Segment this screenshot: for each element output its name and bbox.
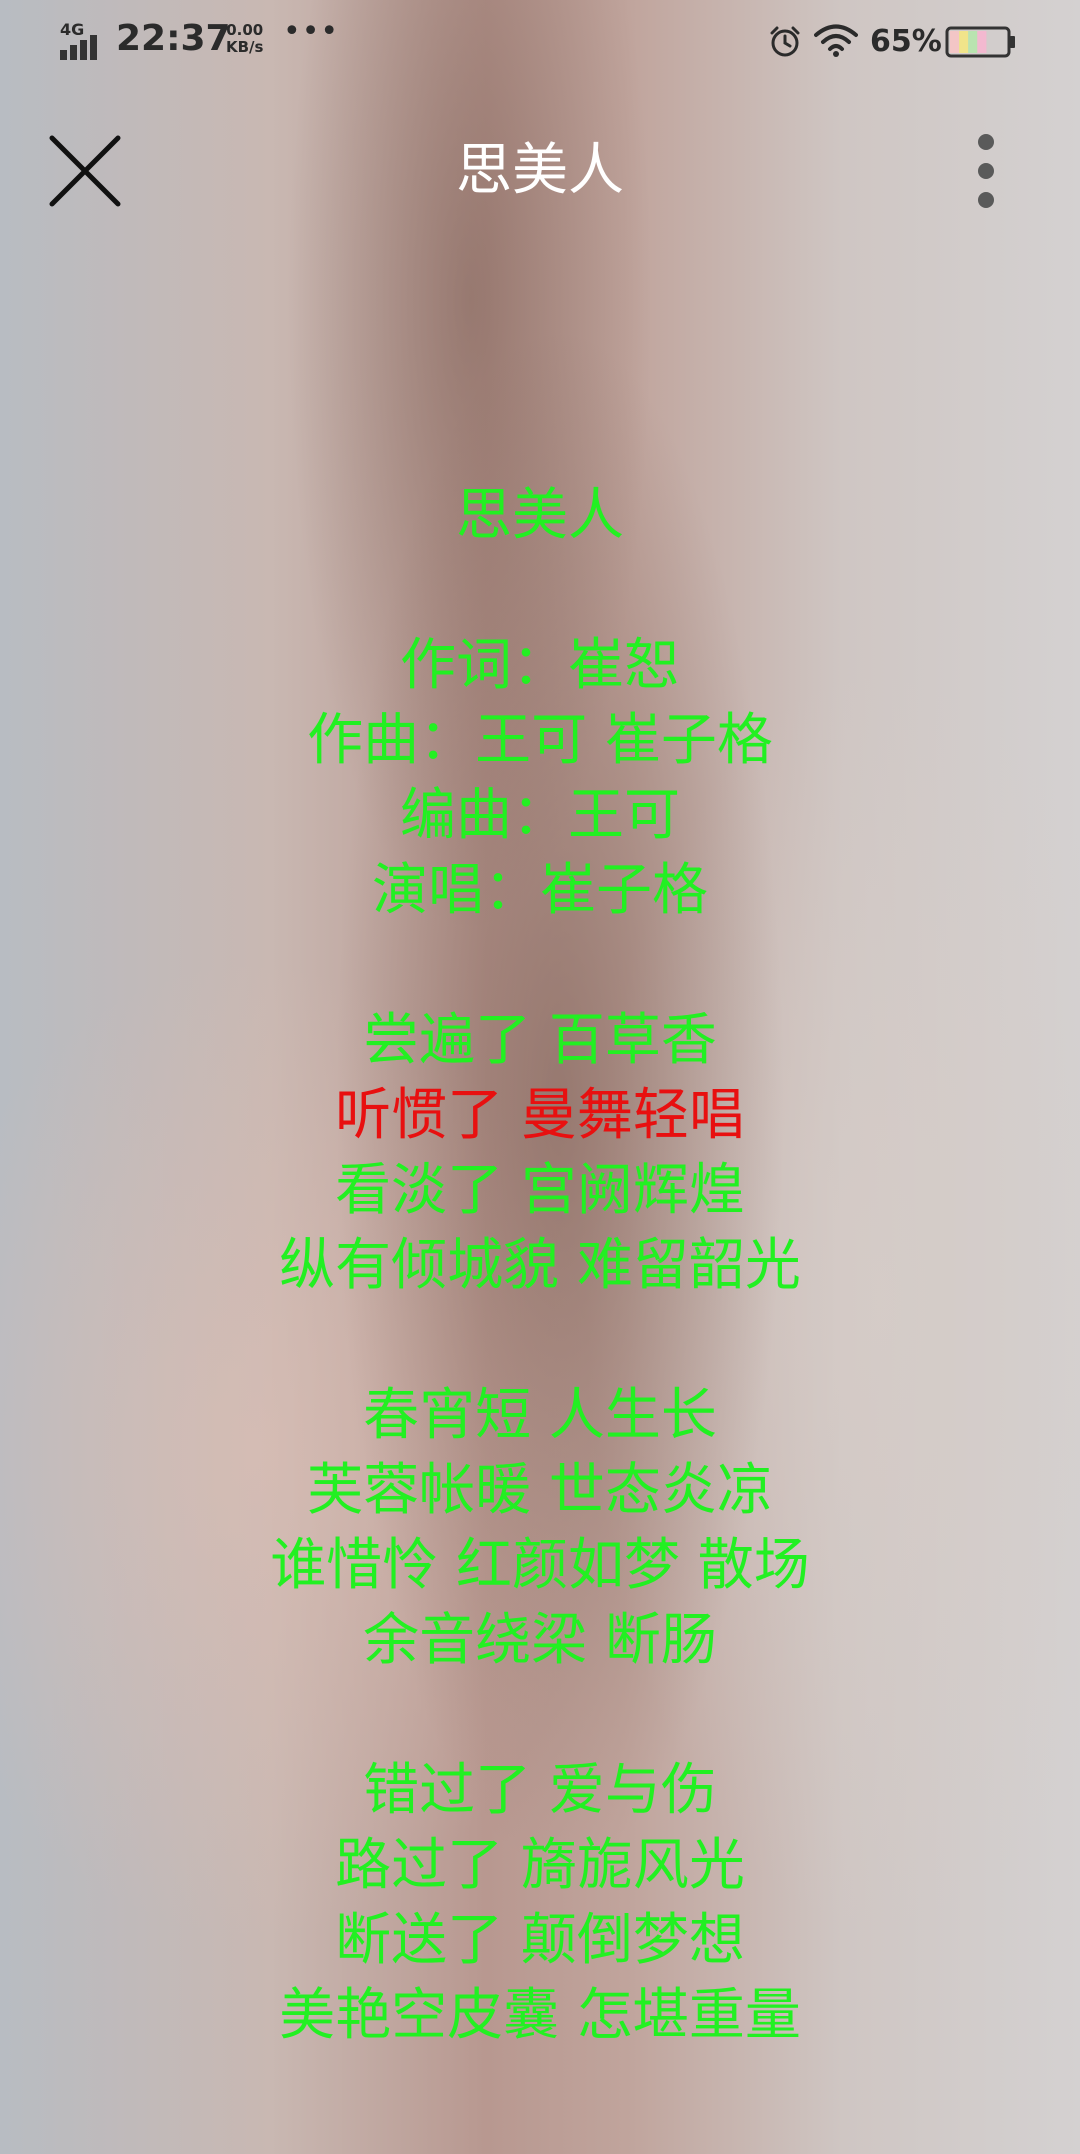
page-title: 思美人 xyxy=(456,138,624,203)
wifi-icon xyxy=(814,24,858,57)
network-speed: 0.00 KB/s xyxy=(226,22,263,56)
lyric-line: 作词：崔恕 xyxy=(400,633,680,698)
close-icon[interactable] xyxy=(40,126,130,216)
status-bar: 4G 22:37 0.00 KB/s ••• 65% xyxy=(0,0,1080,86)
lyric-line: 断送了 颠倒梦想 xyxy=(335,1908,745,1973)
lyric-line: 演唱：崔子格 xyxy=(372,858,708,923)
lyric-line: 纵有倾城貌 难留韶光 xyxy=(279,1233,801,1298)
alarm-icon xyxy=(770,26,800,57)
battery-icon xyxy=(945,26,1015,58)
more-vertical-icon[interactable] xyxy=(960,130,1012,212)
more-notifications-indicator: ••• xyxy=(283,14,340,49)
lyric-line: 余音绕梁 断肠 xyxy=(363,1608,717,1673)
lyric-line: 芙蓉帐暖 世态炎凉 xyxy=(307,1458,773,1523)
status-time: 22:37 xyxy=(116,18,231,59)
lyric-line: 错过了 爱与伤 xyxy=(363,1758,717,1823)
lyric-spacer xyxy=(0,1303,1080,1378)
lyric-spacer xyxy=(0,1678,1080,1753)
lyric-line: 美艳空皮囊 怎堪重量 xyxy=(279,1983,801,2048)
battery-percent: 65% xyxy=(870,24,942,59)
lyric-line: 看淡了 宫阙辉煌 xyxy=(335,1158,745,1223)
signal-icon: 4G xyxy=(60,20,108,60)
lyric-line: 思美人 xyxy=(456,483,624,548)
lyric-line: 谁惜怜 红颜如梦 散场 xyxy=(270,1533,810,1598)
lyric-line: 路过了 旖旎风光 xyxy=(335,1833,745,1898)
network-type: 4G xyxy=(60,20,85,39)
lyric-line: 尝遍了 百草香 xyxy=(363,1008,717,1073)
lyric-line: 作曲：王可 崔子格 xyxy=(307,708,773,773)
header-bar: 思美人 xyxy=(0,110,1080,230)
lyric-line-current: 听惯了 曼舞轻唱 xyxy=(335,1083,745,1148)
lyric-line: 春宵短 人生长 xyxy=(363,1383,717,1448)
network-speed-value: 0.00 xyxy=(226,21,264,39)
lyric-line: 编曲：王可 xyxy=(400,783,680,848)
lyrics-view: 思美人作词：崔恕作曲：王可 崔子格 编曲：王可演唱：崔子格 尝遍了 百草香 听惯了 曼… xyxy=(0,478,1080,2053)
lyric-spacer xyxy=(0,553,1080,628)
network-speed-unit: KB/s xyxy=(226,38,264,56)
lyric-spacer xyxy=(0,928,1080,1003)
